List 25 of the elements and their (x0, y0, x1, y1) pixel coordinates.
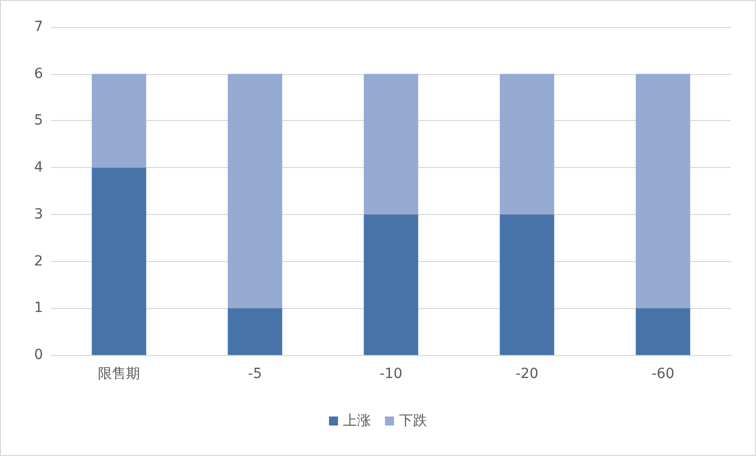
y-tick-label: 2 (34, 253, 43, 270)
bar (92, 168, 146, 355)
bar (364, 214, 418, 355)
legend-label: 上涨 (343, 413, 371, 429)
bar (636, 74, 690, 308)
x-tick-label: 限售期 (98, 366, 140, 382)
y-tick-label: 6 (34, 66, 44, 82)
x-tick-label: -5 (248, 366, 262, 382)
bar (500, 74, 554, 214)
y-tick-label: 1 (34, 300, 43, 316)
y-tick-label: 7 (34, 19, 43, 35)
y-tick-label: 0 (34, 347, 43, 363)
x-tick-label: -10 (380, 366, 402, 382)
bar (636, 308, 690, 355)
bar (364, 74, 418, 214)
legend-label: 下跌 (399, 413, 427, 429)
bar (92, 74, 146, 168)
x-tick-label: -20 (516, 366, 538, 382)
y-tick-label: 4 (34, 160, 44, 176)
y-tick-label: 3 (34, 206, 43, 222)
bar (500, 214, 554, 355)
bar (228, 74, 282, 308)
x-tick-label: -60 (652, 366, 674, 382)
y-tick-label: 5 (34, 112, 43, 129)
bar (228, 308, 282, 355)
